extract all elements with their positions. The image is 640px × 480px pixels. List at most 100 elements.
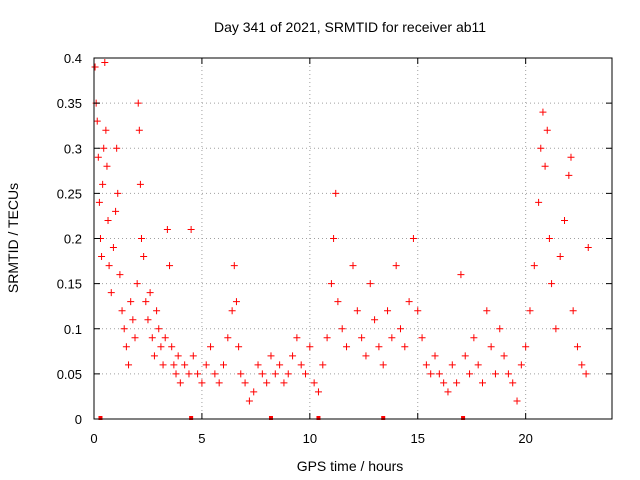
- data-point: [202, 361, 210, 369]
- data-point: [569, 307, 577, 315]
- data-point: [327, 280, 335, 288]
- data-point: [543, 126, 551, 134]
- data-point: [237, 370, 245, 378]
- data-point: [552, 325, 560, 333]
- data-point: [366, 280, 374, 288]
- data-point: [95, 198, 103, 206]
- data-point: [105, 262, 113, 270]
- data-point: [440, 379, 448, 387]
- data-point: [561, 216, 569, 224]
- data-point: [474, 361, 482, 369]
- data-points: [91, 59, 592, 405]
- y-axis-label: SRMTID / TECUs: [5, 183, 21, 293]
- data-point: [122, 343, 130, 351]
- data-point: [418, 334, 426, 342]
- data-point: [137, 235, 145, 242]
- data-point: [414, 307, 422, 315]
- data-point: [157, 343, 165, 351]
- data-point: [140, 253, 148, 261]
- x-tick-labels: 0 5 10 15 20: [90, 431, 533, 446]
- data-point: [102, 126, 110, 134]
- data-point: [405, 298, 413, 306]
- y-tick-label: 0.1: [64, 322, 82, 337]
- data-point: [220, 361, 227, 369]
- data-point: [461, 352, 469, 360]
- data-point: [517, 361, 525, 369]
- data-point: [148, 334, 156, 342]
- data-point: [545, 235, 553, 242]
- data-point: [384, 307, 392, 315]
- data-point: [194, 370, 202, 378]
- data-point: [314, 388, 322, 396]
- data-point: [150, 352, 158, 360]
- data-point: [170, 361, 178, 369]
- data-point: [207, 343, 215, 351]
- x-tick-label: 10: [303, 431, 317, 446]
- data-point: [135, 126, 143, 134]
- tick-marks: [93, 57, 612, 420]
- data-point: [500, 352, 508, 360]
- x-tick-label: 5: [198, 431, 205, 446]
- data-point: [245, 397, 253, 405]
- data-point: [323, 334, 331, 342]
- data-point: [334, 298, 342, 306]
- data-point: [267, 352, 275, 360]
- data-point: [161, 334, 169, 342]
- y-tick-label: 0.05: [57, 367, 82, 382]
- data-point: [172, 370, 180, 378]
- data-point: [330, 235, 338, 242]
- data-point: [401, 343, 409, 351]
- data-point: [113, 144, 121, 152]
- data-point: [100, 144, 108, 152]
- data-point: [284, 370, 292, 378]
- data-point: [306, 343, 314, 351]
- data-point: [174, 352, 182, 360]
- data-point: [448, 361, 456, 369]
- data-point: [280, 379, 288, 387]
- data-point: [548, 280, 556, 288]
- data-point: [396, 325, 404, 333]
- y-tick-label: 0.3: [64, 141, 82, 156]
- x-tick-label: 0: [90, 431, 97, 446]
- data-point: [526, 307, 534, 315]
- data-point: [487, 343, 495, 351]
- data-point: [289, 352, 297, 360]
- data-point: [457, 271, 465, 279]
- data-point: [513, 397, 521, 405]
- data-point: [338, 325, 346, 333]
- data-point: [254, 361, 262, 369]
- data-point: [509, 379, 517, 387]
- data-point: [166, 262, 174, 270]
- data-point: [470, 334, 478, 342]
- y-tick-label: 0.15: [57, 277, 82, 292]
- data-point: [343, 343, 351, 351]
- data-point: [133, 280, 141, 288]
- data-point: [388, 334, 396, 342]
- data-point: [168, 343, 176, 351]
- data-point: [181, 361, 189, 369]
- data-point: [258, 370, 266, 378]
- data-point: [224, 334, 232, 342]
- data-point: [293, 334, 301, 342]
- data-point: [444, 388, 452, 396]
- data-point: [504, 370, 512, 378]
- data-point: [163, 225, 171, 233]
- data-point: [276, 361, 284, 369]
- data-point: [104, 216, 112, 224]
- data-point: [198, 379, 206, 387]
- data-point: [332, 189, 340, 197]
- data-point: [241, 379, 249, 387]
- y-tick-labels: 0 0.05 0.1 0.15 0.2 0.25 0.3 0.35 0.4: [57, 51, 82, 427]
- axis-mark: [98, 416, 103, 420]
- data-point: [131, 334, 139, 342]
- axis-mark: [461, 416, 466, 420]
- x-tick-label: 20: [518, 431, 532, 446]
- data-point: [109, 244, 117, 252]
- data-point: [522, 343, 530, 351]
- data-point: [230, 262, 238, 270]
- data-point: [541, 162, 549, 170]
- data-point: [491, 370, 499, 378]
- data-point: [535, 198, 543, 206]
- data-point: [211, 370, 219, 378]
- data-point: [235, 343, 243, 351]
